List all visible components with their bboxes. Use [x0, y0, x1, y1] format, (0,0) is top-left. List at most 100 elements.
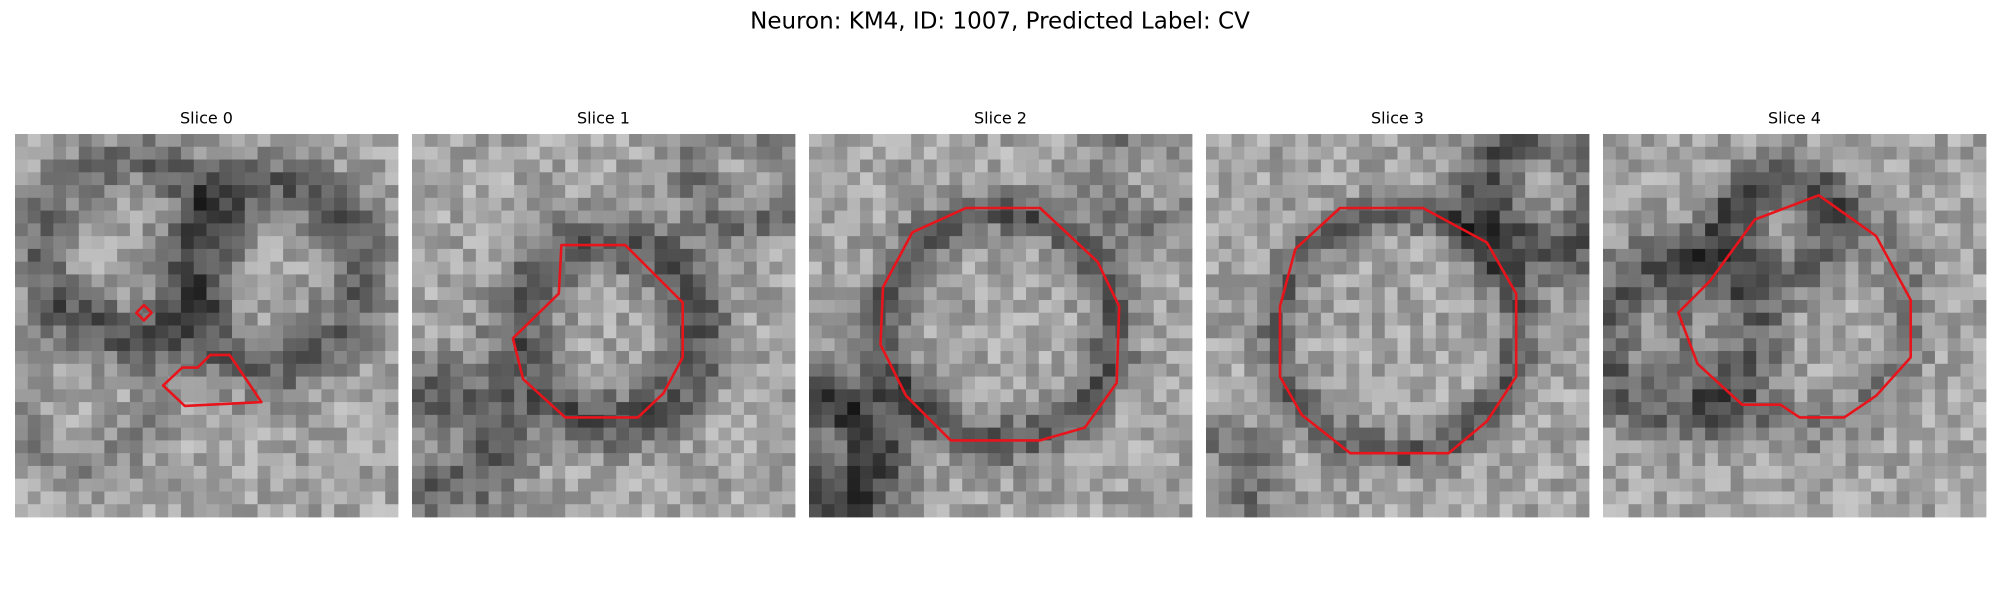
pixel: [1231, 427, 1245, 441]
pixel: [1244, 389, 1258, 403]
pixel: [860, 248, 874, 263]
pixel: [78, 210, 92, 224]
pixel: [155, 223, 169, 237]
pixel: [1628, 465, 1642, 480]
pixel: [860, 363, 874, 377]
pixel: [705, 159, 719, 173]
pixel: [193, 465, 207, 480]
pixel: [1166, 453, 1180, 467]
pixel: [821, 325, 835, 339]
pixel: [1871, 402, 1885, 416]
pixel: [168, 274, 182, 288]
pixel: [1768, 248, 1783, 263]
pixel: [911, 299, 925, 314]
pixel: [1666, 287, 1680, 301]
pixel: [885, 491, 899, 505]
pixel: [1448, 427, 1462, 441]
pixel: [1615, 325, 1629, 339]
pixel: [1089, 210, 1104, 224]
pixel: [872, 465, 886, 480]
pixel: [539, 146, 553, 160]
pixel: [1947, 197, 1961, 211]
pixel: [1499, 465, 1513, 480]
pixel: [1641, 338, 1655, 352]
pixel: [1743, 491, 1757, 505]
pixel: [616, 427, 630, 441]
pixel: [1013, 427, 1027, 441]
pixel: [1563, 325, 1577, 339]
pixel: [1615, 134, 1629, 148]
pixel: [1909, 185, 1923, 199]
pixel: [1883, 312, 1898, 326]
pixel: [1832, 248, 1846, 263]
pixel: [1166, 287, 1180, 301]
pixel: [155, 414, 169, 429]
pixel: [1244, 248, 1258, 263]
pixel: [514, 465, 528, 480]
pixel: [257, 440, 271, 454]
pixel: [987, 465, 1001, 480]
pixel: [1179, 185, 1193, 199]
pixel: [1576, 287, 1590, 301]
pixel: [1244, 338, 1258, 352]
pixel: [1435, 185, 1449, 199]
pixel: [1666, 325, 1680, 339]
pixel: [437, 414, 451, 429]
pixel: [1794, 146, 1808, 160]
pixel: [1282, 325, 1296, 339]
pixel: [295, 312, 310, 326]
pixel: [1537, 185, 1552, 199]
pixel: [1576, 351, 1590, 365]
pixel: [104, 210, 118, 224]
pixel: [334, 338, 348, 352]
pixel: [1743, 172, 1757, 186]
pixel: [577, 210, 592, 224]
pixel: [1474, 159, 1488, 173]
pixel: [1089, 299, 1104, 314]
pixel: [270, 146, 284, 160]
pixel: [1525, 210, 1539, 224]
pixel: [334, 414, 348, 429]
pixel: [1423, 159, 1437, 173]
pixel: [1410, 299, 1424, 314]
pixel: [923, 478, 938, 492]
pixel: [1013, 338, 1027, 352]
pixel: [385, 504, 399, 518]
pixel: [385, 197, 399, 211]
pixel: [731, 376, 745, 390]
pixel: [1603, 172, 1617, 186]
pixel: [283, 427, 297, 441]
pixel: [1845, 134, 1859, 148]
pixel: [270, 440, 284, 454]
pixel: [450, 312, 464, 326]
pixel: [1641, 363, 1655, 377]
pixel: [372, 261, 386, 275]
pixel: [743, 363, 758, 377]
pixel: [1333, 159, 1347, 173]
pixel: [1512, 172, 1526, 186]
pixel: [168, 210, 182, 224]
pixel: [1435, 197, 1449, 211]
pixel: [463, 389, 477, 403]
pixel: [692, 159, 707, 173]
pixel: [1115, 236, 1129, 250]
pixel: [193, 453, 207, 467]
pixel: [769, 440, 783, 454]
pixel: [1282, 504, 1296, 518]
pixel: [705, 299, 719, 314]
pixel: [603, 312, 617, 326]
pixel: [885, 427, 899, 441]
pixel: [962, 312, 976, 326]
pixel: [1832, 453, 1846, 467]
pixel: [872, 389, 886, 403]
pixel: [1064, 134, 1078, 148]
pixel: [168, 402, 182, 416]
pixel: [1166, 504, 1180, 518]
pixel: [1218, 172, 1232, 186]
pixel: [1269, 261, 1283, 275]
pixel: [1717, 363, 1732, 377]
pixel: [27, 504, 41, 518]
pixel: [1051, 134, 1065, 148]
pixel: [1474, 465, 1488, 480]
pixel: [1269, 504, 1283, 518]
